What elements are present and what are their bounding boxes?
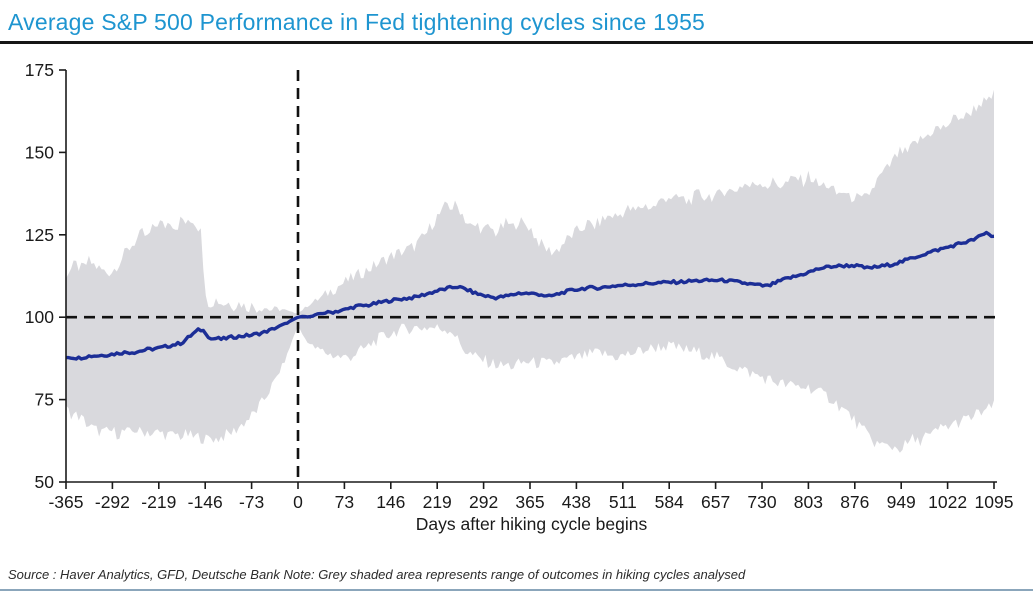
x-tick-label: 511 <box>609 492 637 512</box>
average-sp500-line <box>66 230 995 361</box>
y-tick-label: 100 <box>25 307 54 327</box>
x-tick-label: -146 <box>188 492 223 512</box>
x-tick-label: 219 <box>423 492 452 512</box>
y-tick-label: 50 <box>35 472 55 492</box>
x-tick-label: 0 <box>293 492 303 512</box>
x-tick-label: 292 <box>469 492 498 512</box>
x-tick-label: -292 <box>95 492 130 512</box>
x-tick-label: 438 <box>562 492 591 512</box>
x-tick-label: 146 <box>376 492 405 512</box>
title-underline <box>0 41 1033 44</box>
y-tick-label: 150 <box>25 142 54 162</box>
page-title: Average S&P 500 Performance in Fed tight… <box>8 9 706 35</box>
y-tick-label: 75 <box>35 390 54 410</box>
x-tick-label: 73 <box>335 492 354 512</box>
footer-underline <box>0 589 1033 591</box>
x-tick-label: -219 <box>141 492 176 512</box>
range-band-area <box>66 89 994 453</box>
x-tick-label: 657 <box>701 492 730 512</box>
y-tick-label: 125 <box>25 225 54 245</box>
x-tick-label: 1095 <box>975 492 1014 512</box>
sp500-tightening-cycles-chart: 50 75 100 125 150 175 -365 -292 -219 -146 -73 0 73 14… <box>25 60 1014 534</box>
x-tick-label: 365 <box>515 492 544 512</box>
x-tick-label: 584 <box>655 492 684 512</box>
x-tick-label: -73 <box>239 492 264 512</box>
x-tick-label: 876 <box>840 492 869 512</box>
x-tick-label: 803 <box>794 492 823 512</box>
x-tick-label: 1022 <box>928 492 967 512</box>
x-axis-title: Days after hiking cycle begins <box>416 514 648 534</box>
y-tick-label: 175 <box>25 60 54 80</box>
x-tick-label: 730 <box>747 492 776 512</box>
source-note: Source : Haver Analytics, GFD, Deutsche … <box>8 567 746 582</box>
x-tick-label: 949 <box>887 492 916 512</box>
x-tick-label: -365 <box>48 492 83 512</box>
